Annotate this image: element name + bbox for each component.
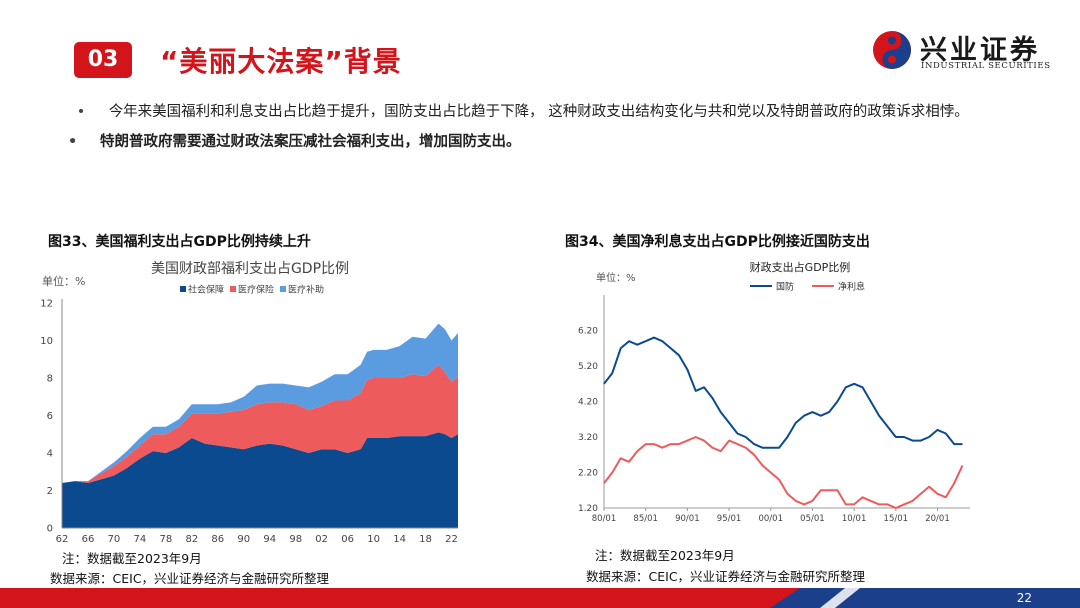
logo-emblem-icon <box>873 31 911 69</box>
figure33-note: 注：数据截至2023年9月 <box>62 551 202 566</box>
y-tick-label: 4 <box>47 449 53 460</box>
x-tick-label: 95/01 <box>717 514 742 524</box>
y-tick-label: 10 <box>40 336 53 347</box>
y-tick-label: 12 <box>40 299 53 310</box>
y-tick-label: 5.20 <box>578 362 598 372</box>
y-tick-label: 3.20 <box>578 433 598 443</box>
x-tick-label: 90/01 <box>675 514 700 524</box>
x-tick-label: 80/01 <box>592 514 617 524</box>
x-tick-label: 74 <box>134 534 147 545</box>
figure33-source: 数据来源：CEIC，兴业证券经济与金融研究所整理 <box>50 571 330 586</box>
unit-label: 单位：% <box>596 271 636 284</box>
line-series-1 <box>603 436 964 509</box>
line-series-0 <box>603 336 963 449</box>
area-series-1 <box>62 364 458 483</box>
page-number: 22 <box>1016 591 1032 605</box>
x-tick-label: 20/01 <box>925 514 950 524</box>
x-tick-label: 70 <box>108 534 121 545</box>
legend-label-0: 国防 <box>776 281 794 293</box>
page-title: “美丽大法案”背景 <box>160 45 402 78</box>
legend-label-0: 社会保障 <box>188 284 224 296</box>
y-tick-label: 2.20 <box>578 469 598 479</box>
area-series-0 <box>62 432 458 528</box>
chart-title: 财政支出占GDP比例 <box>750 260 851 274</box>
x-tick-label: 10 <box>367 534 380 545</box>
x-tick-label: 85/01 <box>633 514 658 524</box>
y-tick-label: 6 <box>47 411 53 422</box>
y-tick-label: 8 <box>47 374 53 385</box>
y-tick-label: 4.20 <box>578 398 598 408</box>
x-tick-label: 90 <box>237 534 250 545</box>
figure33-caption: 图33、美国福利支出占GDP比例持续上升 <box>48 234 311 250</box>
x-tick-label: 66 <box>82 534 95 545</box>
company-logo: 兴业证券 INDUSTRIAL SECURITIES <box>870 28 1060 74</box>
x-tick-label: 94 <box>263 534 276 545</box>
x-tick-label: 10/01 <box>842 514 867 524</box>
x-tick-label: 15/01 <box>884 514 909 524</box>
chart-title: 美国财政部福利支出占GDP比例 <box>151 261 349 277</box>
x-tick-label: 82 <box>185 534 198 545</box>
figure34-note: 注：数据截至2023年9月 <box>595 548 735 563</box>
x-tick-label: 14 <box>393 534 406 545</box>
bullet-marker: • <box>68 134 78 150</box>
x-tick-label: 98 <box>289 534 302 545</box>
x-tick-label: 62 <box>56 534 69 545</box>
x-tick-label: 06 <box>341 534 354 545</box>
bullet-list: • 今年来美国福利和利息支出占比趋于提升，国防支出占比趋于下降， 这种财政支出结… <box>68 100 1028 154</box>
bullet-text: 特朗普政府需要通过财政法案压减社会福利支出，增加国防支出。 <box>100 134 521 150</box>
bullet-marker: • <box>76 104 86 120</box>
figure34-caption: 图34、美国净利息支出占GDP比例接近国防支出 <box>565 234 870 250</box>
bullet-item: • 特朗普政府需要通过财政法案压减社会福利支出，增加国防支出。 <box>68 130 1028 154</box>
y-tick-label: 2 <box>47 486 53 497</box>
y-tick-label: 0 <box>47 524 53 535</box>
x-tick-label: 02 <box>315 534 328 545</box>
legend-label-2: 医疗补助 <box>288 284 324 296</box>
x-tick-label: 86 <box>211 534 224 545</box>
legend-swatch-0 <box>180 286 186 292</box>
x-tick-label: 00/01 <box>758 514 783 524</box>
bullet-item: • 今年来美国福利和利息支出占比趋于提升，国防支出占比趋于下降， 这种财政支出结… <box>68 100 1028 124</box>
bullet-text: 今年来美国福利和利息支出占比趋于提升，国防支出占比趋于下降， 这种财政支出结构变… <box>108 104 969 120</box>
y-tick-label: 1.20 <box>578 504 598 514</box>
y-tick-label: 6.20 <box>578 327 598 337</box>
unit-label: 单位：% <box>42 274 85 288</box>
logo-chinese-name: 兴业证券 <box>920 35 1040 66</box>
x-tick-label: 18 <box>419 534 432 545</box>
x-tick-label: 05/01 <box>800 514 825 524</box>
figure34-source: 数据来源：CEIC，兴业证券经济与金融研究所整理 <box>586 569 866 584</box>
legend-label-1: 净利息 <box>838 281 865 293</box>
footer-bar <box>0 588 1080 608</box>
logo-english-name: INDUSTRIAL SECURITIES <box>921 61 1051 71</box>
x-tick-label: 22 <box>445 534 458 545</box>
x-tick-label: 78 <box>160 534 173 545</box>
area-series-2 <box>62 323 458 483</box>
section-number-badge: 03 <box>74 42 132 78</box>
legend-label-1: 医疗保险 <box>238 284 274 296</box>
legend-swatch-2 <box>280 286 286 292</box>
legend-swatch-1 <box>230 286 236 292</box>
